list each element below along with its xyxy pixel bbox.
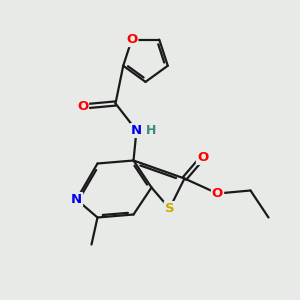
Text: H: H	[146, 124, 156, 137]
Text: N: N	[71, 193, 82, 206]
Text: S: S	[165, 202, 174, 215]
Text: O: O	[197, 151, 208, 164]
Text: O: O	[126, 33, 137, 46]
Text: N: N	[131, 124, 142, 137]
Text: O: O	[212, 187, 223, 200]
Text: O: O	[77, 100, 88, 113]
